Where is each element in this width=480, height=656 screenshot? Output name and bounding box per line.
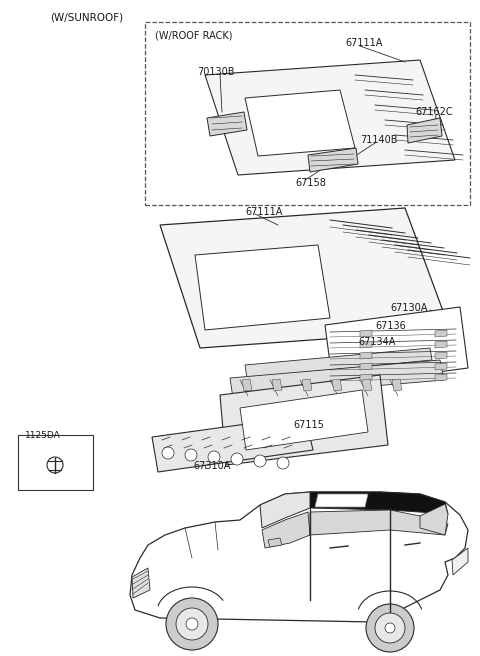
Circle shape bbox=[162, 447, 174, 459]
Polygon shape bbox=[332, 379, 342, 391]
Polygon shape bbox=[435, 330, 447, 337]
Polygon shape bbox=[262, 512, 310, 548]
Polygon shape bbox=[207, 112, 247, 136]
Text: 70130B: 70130B bbox=[197, 67, 235, 77]
Polygon shape bbox=[435, 374, 447, 381]
Polygon shape bbox=[310, 510, 448, 535]
Polygon shape bbox=[242, 379, 252, 391]
Text: 67130A: 67130A bbox=[390, 303, 427, 313]
Text: 1125DA: 1125DA bbox=[25, 430, 61, 440]
Text: 71140B: 71140B bbox=[360, 135, 397, 145]
Circle shape bbox=[166, 598, 218, 650]
Text: 67115: 67115 bbox=[293, 420, 324, 430]
Polygon shape bbox=[315, 494, 368, 507]
Text: 67310A: 67310A bbox=[193, 461, 230, 471]
Polygon shape bbox=[160, 208, 450, 348]
Polygon shape bbox=[272, 379, 282, 391]
Polygon shape bbox=[245, 348, 432, 378]
Polygon shape bbox=[220, 375, 388, 465]
Polygon shape bbox=[435, 352, 447, 359]
Text: 67162C: 67162C bbox=[415, 107, 453, 117]
Polygon shape bbox=[195, 245, 330, 330]
Circle shape bbox=[185, 449, 197, 461]
Polygon shape bbox=[230, 360, 444, 398]
Polygon shape bbox=[240, 390, 368, 450]
Polygon shape bbox=[452, 548, 468, 575]
Polygon shape bbox=[435, 341, 447, 348]
Circle shape bbox=[254, 455, 266, 467]
Polygon shape bbox=[285, 492, 448, 514]
Text: 67134A: 67134A bbox=[358, 337, 396, 347]
Text: (W/SUNROOF): (W/SUNROOF) bbox=[50, 12, 123, 22]
Polygon shape bbox=[245, 90, 355, 156]
Polygon shape bbox=[268, 538, 282, 547]
Circle shape bbox=[366, 604, 414, 652]
Polygon shape bbox=[132, 568, 150, 598]
Polygon shape bbox=[325, 307, 468, 386]
Text: 67136: 67136 bbox=[375, 321, 406, 331]
Polygon shape bbox=[435, 363, 447, 370]
Polygon shape bbox=[130, 492, 468, 622]
Text: 67158: 67158 bbox=[295, 178, 326, 188]
Polygon shape bbox=[360, 352, 372, 359]
Polygon shape bbox=[205, 60, 455, 175]
Circle shape bbox=[385, 623, 395, 633]
Polygon shape bbox=[360, 374, 372, 381]
Polygon shape bbox=[392, 379, 402, 391]
Polygon shape bbox=[308, 148, 358, 172]
Circle shape bbox=[375, 613, 405, 643]
Circle shape bbox=[277, 457, 289, 469]
Polygon shape bbox=[407, 118, 442, 143]
Text: 67111A: 67111A bbox=[245, 207, 282, 217]
Text: 67111A: 67111A bbox=[345, 38, 383, 48]
Polygon shape bbox=[360, 363, 372, 370]
Circle shape bbox=[47, 457, 63, 473]
Polygon shape bbox=[302, 379, 312, 391]
Circle shape bbox=[186, 618, 198, 630]
Circle shape bbox=[231, 453, 243, 465]
Polygon shape bbox=[260, 492, 310, 528]
Polygon shape bbox=[362, 379, 372, 391]
Text: (W/ROOF RACK): (W/ROOF RACK) bbox=[155, 30, 232, 40]
Polygon shape bbox=[360, 330, 372, 337]
FancyBboxPatch shape bbox=[145, 22, 470, 205]
Circle shape bbox=[208, 451, 220, 463]
Polygon shape bbox=[420, 504, 448, 535]
Circle shape bbox=[176, 608, 208, 640]
Bar bbox=[18, 435, 93, 490]
Polygon shape bbox=[360, 341, 372, 348]
Polygon shape bbox=[152, 416, 313, 472]
